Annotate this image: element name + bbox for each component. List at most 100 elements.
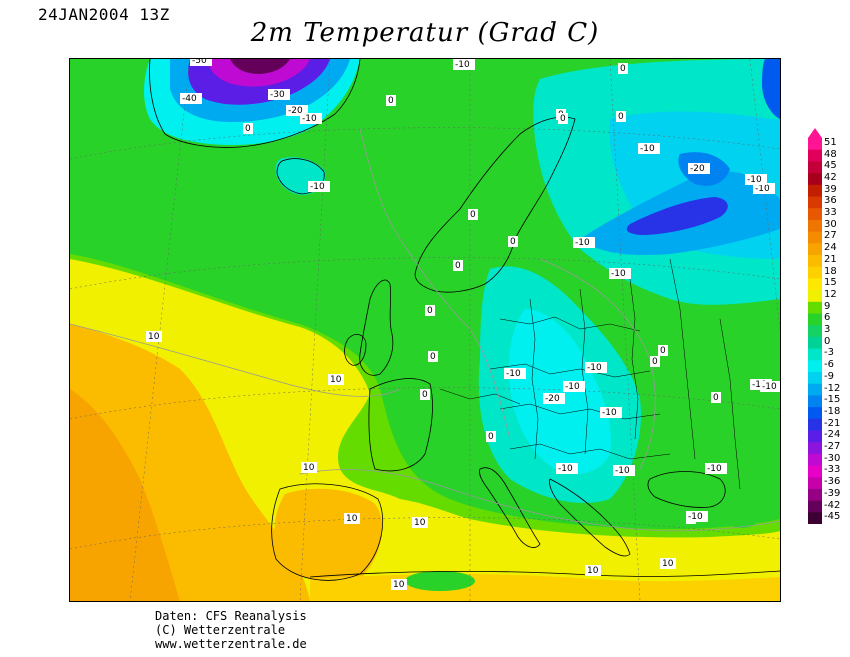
border-8 [669, 258, 696, 460]
legend-tick-label: 21 [824, 253, 837, 265]
border-5 [529, 298, 539, 460]
coldest-russia-core [626, 197, 728, 235]
cyprus-green [728, 516, 756, 528]
contour-label: -10 [755, 184, 770, 194]
contour-labels: -40-50-30-20-10-10000-100000-10-10-10-20… [146, 59, 780, 590]
contour-label-bg [453, 59, 475, 70]
contour-label: 0 [713, 393, 719, 403]
contour-label: 0 [660, 346, 666, 356]
legend-tick-label: -21 [824, 417, 841, 429]
country-borders [439, 258, 741, 490]
legend-tick-label: -3 [824, 347, 834, 359]
map-footer: Daten: CFS Reanalysis (C) Wetterzentrale… [155, 609, 307, 651]
contour-label: 10 [303, 463, 315, 473]
contour-label-bg [453, 260, 463, 271]
legend-swatch [808, 325, 822, 338]
contour-label: -50 [192, 59, 207, 66]
contour-label: 0 [422, 390, 428, 400]
legend-tick-label: 3 [824, 324, 831, 336]
contour-label-bg [286, 105, 308, 116]
contour-label: -10 [302, 114, 317, 124]
scandinavia-coast [414, 116, 576, 293]
contour-label-bg [268, 89, 290, 100]
ireland-coast [344, 334, 367, 366]
iberia-warm [274, 488, 383, 583]
contour-label-bg [705, 463, 727, 474]
legend-swatch [808, 453, 822, 467]
contour-label-bg [760, 381, 780, 392]
contour-label: -20 [288, 106, 303, 116]
isotherm-10 [70, 323, 401, 397]
legend-tick-label: -42 [824, 499, 841, 511]
lon-line-4 [609, 59, 641, 601]
contour-label-bg [146, 331, 162, 342]
legend-swatch [808, 266, 822, 279]
contour-label: 10 [148, 332, 160, 342]
legend-tick-label: -33 [824, 464, 841, 476]
border-6 [579, 288, 589, 455]
contour-label: 10 [393, 580, 405, 590]
legend-swatch [808, 372, 822, 385]
legend-tick-label: 9 [824, 300, 831, 312]
contour-label-bg [688, 163, 710, 174]
contour-label: -10 [752, 380, 767, 390]
temperature-fields [70, 59, 780, 601]
contour-label: 0 [470, 210, 476, 220]
contour-label: -10 [707, 464, 722, 474]
coastlines [149, 59, 780, 581]
contour-label-bg [650, 356, 660, 367]
contour-label: -10 [455, 60, 470, 70]
legend-swatch [808, 196, 822, 209]
contour-label-bg [558, 113, 568, 124]
legend-swatch [808, 149, 822, 162]
legend-swatch [808, 278, 822, 291]
contour-label: 10 [587, 566, 599, 576]
contour-label: -10 [747, 175, 762, 185]
legend-tick-label: -36 [824, 476, 841, 488]
contour-label: -10 [615, 466, 630, 476]
contour-label-bg [301, 462, 317, 473]
legend-swatch [808, 500, 822, 513]
legend-tick-label: 48 [824, 148, 837, 160]
legend-swatch [808, 360, 822, 373]
contour-label: 0 [618, 112, 624, 122]
contour-label: -10 [558, 464, 573, 474]
contour-label-bg [658, 345, 668, 356]
footer-website[interactable]: www.wetterzentrale.de [155, 637, 307, 651]
contour-label: 0 [455, 261, 461, 271]
contour-label: 10 [346, 514, 358, 524]
iceland-coast [276, 158, 325, 195]
contour-label-bg [308, 181, 330, 192]
legend-swatch [808, 442, 822, 455]
contour-label: -20 [545, 394, 560, 404]
legend-swatch [808, 290, 822, 303]
footer-copyright: (C) Wetterzentrale [155, 623, 286, 637]
contour-label: 0 [427, 306, 433, 316]
legend-swatch [808, 336, 822, 350]
balkans-coast [549, 478, 631, 557]
legend-swatch [808, 407, 822, 420]
legend-swatch [808, 512, 822, 524]
contour-label: 0 [560, 114, 566, 124]
contour-label: 10 [414, 518, 426, 528]
contour-label-bg [585, 565, 601, 576]
france-coast [368, 378, 433, 472]
legend-swatch [808, 231, 822, 244]
contour-label: 0 [430, 352, 436, 362]
graticule [70, 59, 780, 601]
contour-label: 0 [488, 432, 494, 442]
north-africa-coast [309, 570, 780, 578]
contour-label: -10 [565, 382, 580, 392]
contour-label: 0 [245, 124, 251, 134]
footer-data-source: Daten: CFS Reanalysis [155, 609, 307, 623]
temperature-map: -40-50-30-20-10-10000-100000-10-10-10-20… [69, 58, 781, 602]
legend-swatch [808, 184, 822, 197]
legend-swatch [808, 489, 822, 502]
contour-label-bg [616, 111, 626, 122]
legend-tick-label: -6 [824, 359, 834, 371]
italy-coast [479, 467, 541, 548]
isotherms [70, 128, 780, 532]
legend-swatch [808, 243, 822, 256]
legend-tick-label: 6 [824, 312, 831, 324]
contour-label-bg [543, 393, 565, 404]
